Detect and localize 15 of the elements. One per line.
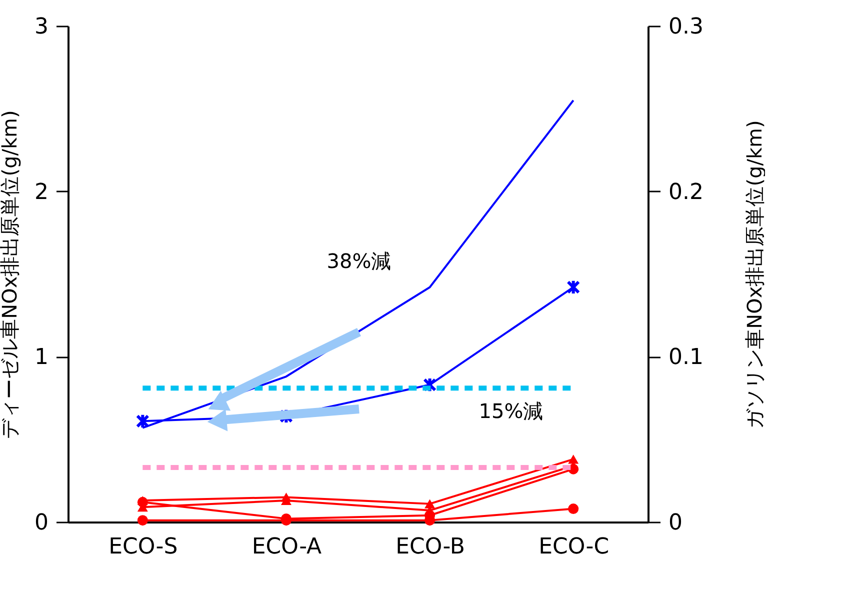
y2-tick-label: 0.2 (668, 180, 704, 205)
annotation: 38%減 (326, 249, 392, 273)
y-tick-label: 2 (34, 180, 48, 205)
y-tick-label: 3 (34, 14, 48, 40)
y-tick-label: 0 (34, 510, 48, 536)
x-tick-label: ECO-C (538, 534, 610, 560)
y2-tick-label: 0.1 (668, 345, 704, 370)
x-tick-label: ECO-B (396, 534, 465, 560)
x-tick-label: ECO-S (108, 534, 178, 560)
y2-tick-label: 0 (668, 510, 682, 536)
y2-tick-label: 0.3 (668, 14, 704, 40)
y-axis-title: ディーゼル車NOx排出原単位(g/km) (0, 110, 22, 439)
annotation: 15%減 (478, 399, 544, 423)
x-tick-label: ECO-A (252, 534, 322, 560)
y-tick-label: 1 (34, 345, 48, 370)
